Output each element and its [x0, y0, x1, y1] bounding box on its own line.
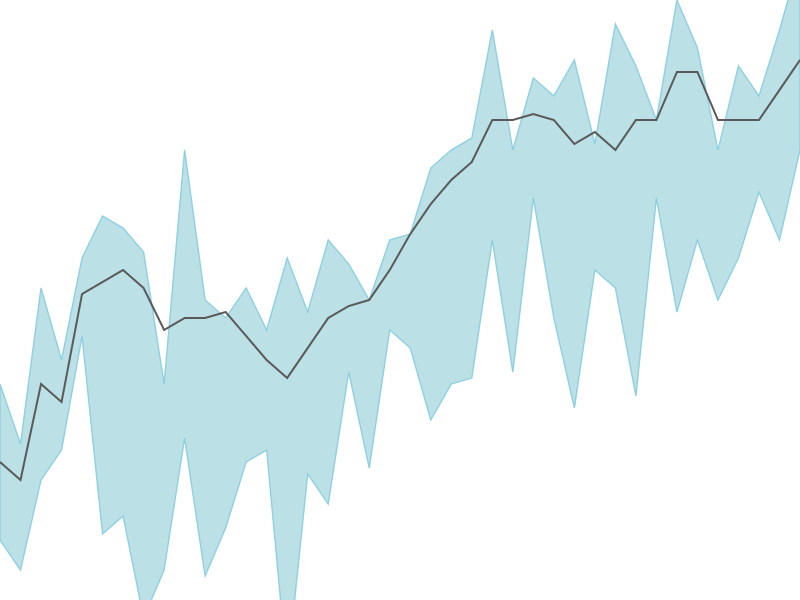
band-line-chart — [0, 0, 800, 600]
confidence-band — [0, 0, 800, 600]
